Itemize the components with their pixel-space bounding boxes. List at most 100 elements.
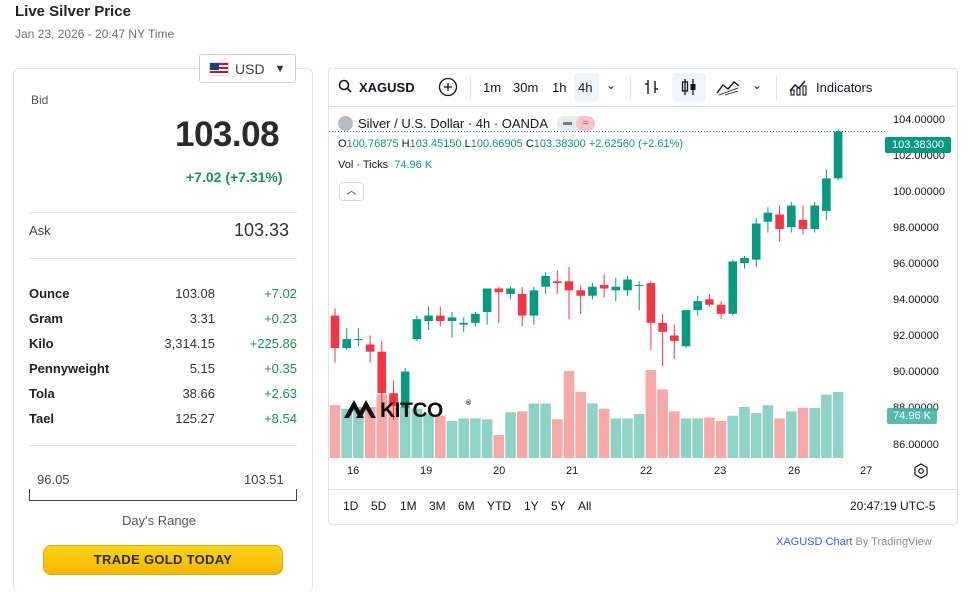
unit-change: +7.02 [264,286,297,301]
currency-dropdown[interactable]: USD ▼ [199,54,296,83]
candle-body [646,283,656,323]
tradingview-attribution: XAGUSD Chart By TradingView [776,536,932,548]
range-3m[interactable]: 3M [429,499,446,513]
bar-replay-icon[interactable] [643,78,661,99]
volume-bar [832,392,844,458]
volume-bar [481,419,493,458]
divider [29,258,297,259]
date-tick-label: 16 [347,465,360,477]
bid-label: Bid [31,93,49,107]
price-tick-label: 86.00000 [893,438,939,451]
toolbar-separator [470,76,471,100]
range-1m[interactable]: 1M [400,499,417,513]
price-tick-label: 104.00000 [893,113,945,126]
ohlc-legend: O100.76875 H103.45150 L100.66905 C103.38… [338,138,683,150]
candle-body [529,290,539,316]
date-tick-label: 26 [788,465,801,477]
bid-price: 103.08 [175,115,280,154]
range-6m[interactable]: 6M [458,499,475,513]
chart-clock[interactable]: 20:47:19 UTC-5 [850,499,936,513]
unit-price: 103.08 [175,286,215,301]
volume-bar [423,414,434,458]
volume-bar [610,418,622,458]
low-label: L [464,138,471,150]
xagusd-chart-link[interactable]: XAGUSD Chart [776,536,853,548]
volume-badge: 74.96 K [887,408,937,424]
chevron-down-icon: ▼ [274,62,286,75]
volume-bar [715,421,727,458]
toolbar-separator [776,76,777,100]
volume-bar [329,405,341,458]
candle-body [681,310,691,347]
chart-settings-icon[interactable] [913,463,929,484]
volume-bar [692,418,703,458]
unit-row-gram: Gram 3.31 +0.23 [29,311,297,331]
trade-gold-button[interactable]: TRADE GOLD TODAY [43,545,283,575]
symbol-search-icon[interactable] [338,79,352,96]
volume-bar [774,418,785,458]
unit-row-kilo: Kilo 3,314.15 +225.86 [29,336,297,356]
day-range-label: Day's Range [122,513,197,528]
indicators-icon[interactable] [789,78,809,99]
close-label: C [525,138,534,150]
timeframe-4h[interactable]: 4h [578,80,593,95]
candle-body [365,344,375,352]
volume-bar [470,418,481,458]
range-5y[interactable]: 5Y [551,499,566,513]
last-price-badge: 103.38300 [885,137,951,153]
timeframe-1m[interactable]: 1m [483,80,502,95]
volume-bar [458,418,469,458]
page-title: Live Silver Price [15,3,131,20]
volume-bar [587,403,598,458]
candle-body [833,131,843,179]
price-tick-label: 98.00000 [893,221,939,234]
candle-body [599,284,609,289]
ask-price: 103.33 [234,220,290,240]
volume-bar [797,407,809,458]
market-status-icon: ≈ [556,116,595,131]
candle-body [471,313,480,323]
range-1y[interactable]: 1Y [524,499,539,513]
unit-name: Tael [29,411,55,426]
unit-price: 3.31 [189,311,215,326]
candles-icon[interactable] [680,78,698,99]
volume-bar [435,415,446,458]
chart-toolbar [329,69,957,107]
range-5d[interactable]: 5D [371,499,387,513]
series-title: Silver / U.S. Dollar · 4h · OANDA [358,116,548,131]
timeframe-30m[interactable]: 30m [513,80,539,95]
area-chart-icon[interactable] [716,78,740,99]
date-tick-label: 21 [566,465,579,477]
timeframe-chevron-icon[interactable]: ⌄ [606,78,617,92]
unit-change: +0.23 [264,311,297,326]
symbol-name[interactable]: XAGUSD [359,80,415,95]
timeframe-1h[interactable]: 1h [552,80,567,95]
volume-bar [540,403,551,458]
candle-body [553,281,562,284]
volume-bar [376,394,388,458]
volume-bar [762,405,774,458]
silver-coin-icon [338,116,353,131]
unit-row-ounce: Ounce 103.08 +7.02 [29,286,297,306]
unit-change: +0.35 [264,361,297,376]
price-tick-label: 94.00000 [893,294,939,307]
close-value: 103.38300 [533,138,586,150]
indicators-button[interactable]: Indicators [816,80,873,95]
collapse-legend-icon[interactable]: ︿ [339,182,364,201]
range-ytd[interactable]: YTD [487,499,511,513]
candle-body [728,261,738,314]
volume-bar [399,406,411,458]
range-1d[interactable]: 1D [343,499,359,513]
volume-bar [821,394,832,458]
candle-body [447,317,457,322]
range-all[interactable]: All [578,499,592,513]
volume-bar [575,392,586,458]
candle-body [342,339,351,349]
candlestick-plot[interactable] [329,108,885,460]
date-tick-label: 19 [420,465,433,477]
candle-body [775,214,784,229]
candle-body [693,301,702,311]
volume-bar [809,407,820,458]
compare-add-icon[interactable] [438,77,458,100]
chart-type-chevron-icon[interactable]: ⌄ [752,78,763,92]
